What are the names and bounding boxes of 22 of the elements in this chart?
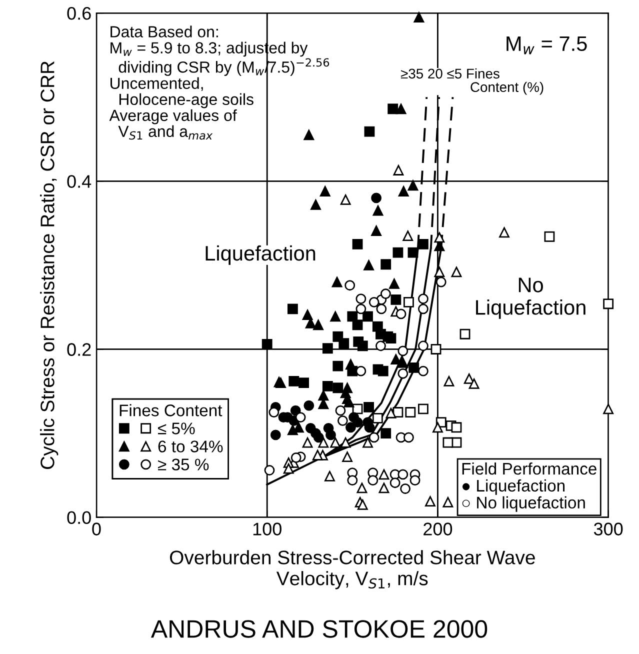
legend-label: 6 to 34% [158,440,223,452]
x-tick-label: 100 [253,522,282,536]
y-tick-label: 0.2 [67,343,91,356]
annotation: No Liquefaction [476,278,586,319]
y-axis-title: Cyclic Stress or Resistance Ratio, CSR or CRR [40,61,58,469]
x-tick-label: 0 [92,522,101,536]
x-tick-label: 200 [424,522,452,536]
annotation: ≥35 20 ≤5 Fines Content (%) [400,68,544,95]
annotation: ● Liquefaction [462,479,565,495]
x-tick-label: 300 [594,522,623,536]
annotation: Liquefaction [206,245,316,265]
annotation: ○ No liquefaction [462,496,585,512]
legend-title: Fines Content [120,404,222,416]
annotation: Field Performance [462,462,596,475]
y-tick-label: 0.6 [67,7,91,20]
y-tick-label: 0.0 [67,511,91,524]
x-axis-title: Overburden Stress-Corrected Shear Wave Velocity, V$_{S1}$, m/s [170,550,535,590]
text: ANDRUS AND STOKOE 2000 [150,620,488,638]
y-tick-label: 0.4 [67,175,92,188]
legend-label: ≥ 35 % [158,458,209,470]
legend-label: ≤ 5% [158,422,195,434]
annotation: M$_{w}$ = 7.5 [506,36,587,54]
